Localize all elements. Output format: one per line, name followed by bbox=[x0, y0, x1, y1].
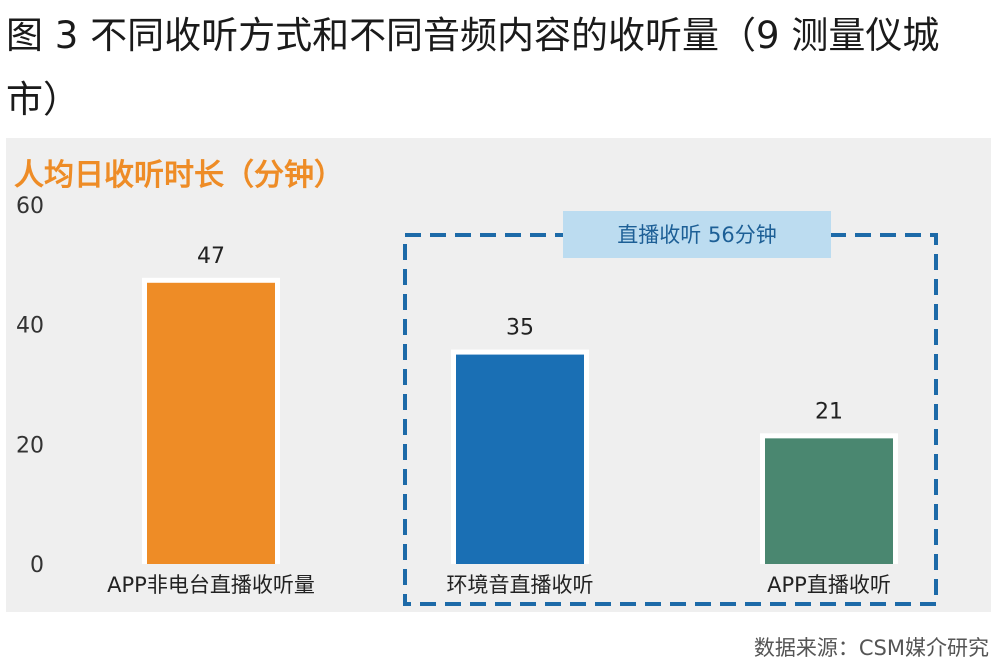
category-label: 环境音直播收听 bbox=[447, 573, 594, 597]
bar bbox=[456, 354, 584, 564]
y-tick-label: 0 bbox=[30, 553, 44, 578]
source-note: 数据来源：CSM媒介研究 bbox=[753, 636, 989, 660]
bar bbox=[147, 282, 275, 564]
callout-text: 直播收听 56分钟 bbox=[617, 223, 776, 247]
y-tick-label: 20 bbox=[16, 433, 44, 458]
data-label: 21 bbox=[815, 399, 843, 424]
figure-title: 图 3 不同收听方式和不同音频内容的收听量（9 测量仪城市） bbox=[6, 14, 940, 121]
y-tick-label: 40 bbox=[16, 314, 44, 339]
data-label: 35 bbox=[506, 316, 534, 341]
callout-box bbox=[563, 211, 831, 258]
category-label: APP非电台直播收听量 bbox=[107, 573, 315, 597]
chart-title: 人均日收听时长（分钟） bbox=[14, 158, 344, 193]
category-label: APP直播收听 bbox=[767, 573, 891, 597]
data-label: 47 bbox=[197, 244, 225, 269]
bar bbox=[765, 438, 893, 564]
y-tick-label: 60 bbox=[16, 194, 44, 219]
